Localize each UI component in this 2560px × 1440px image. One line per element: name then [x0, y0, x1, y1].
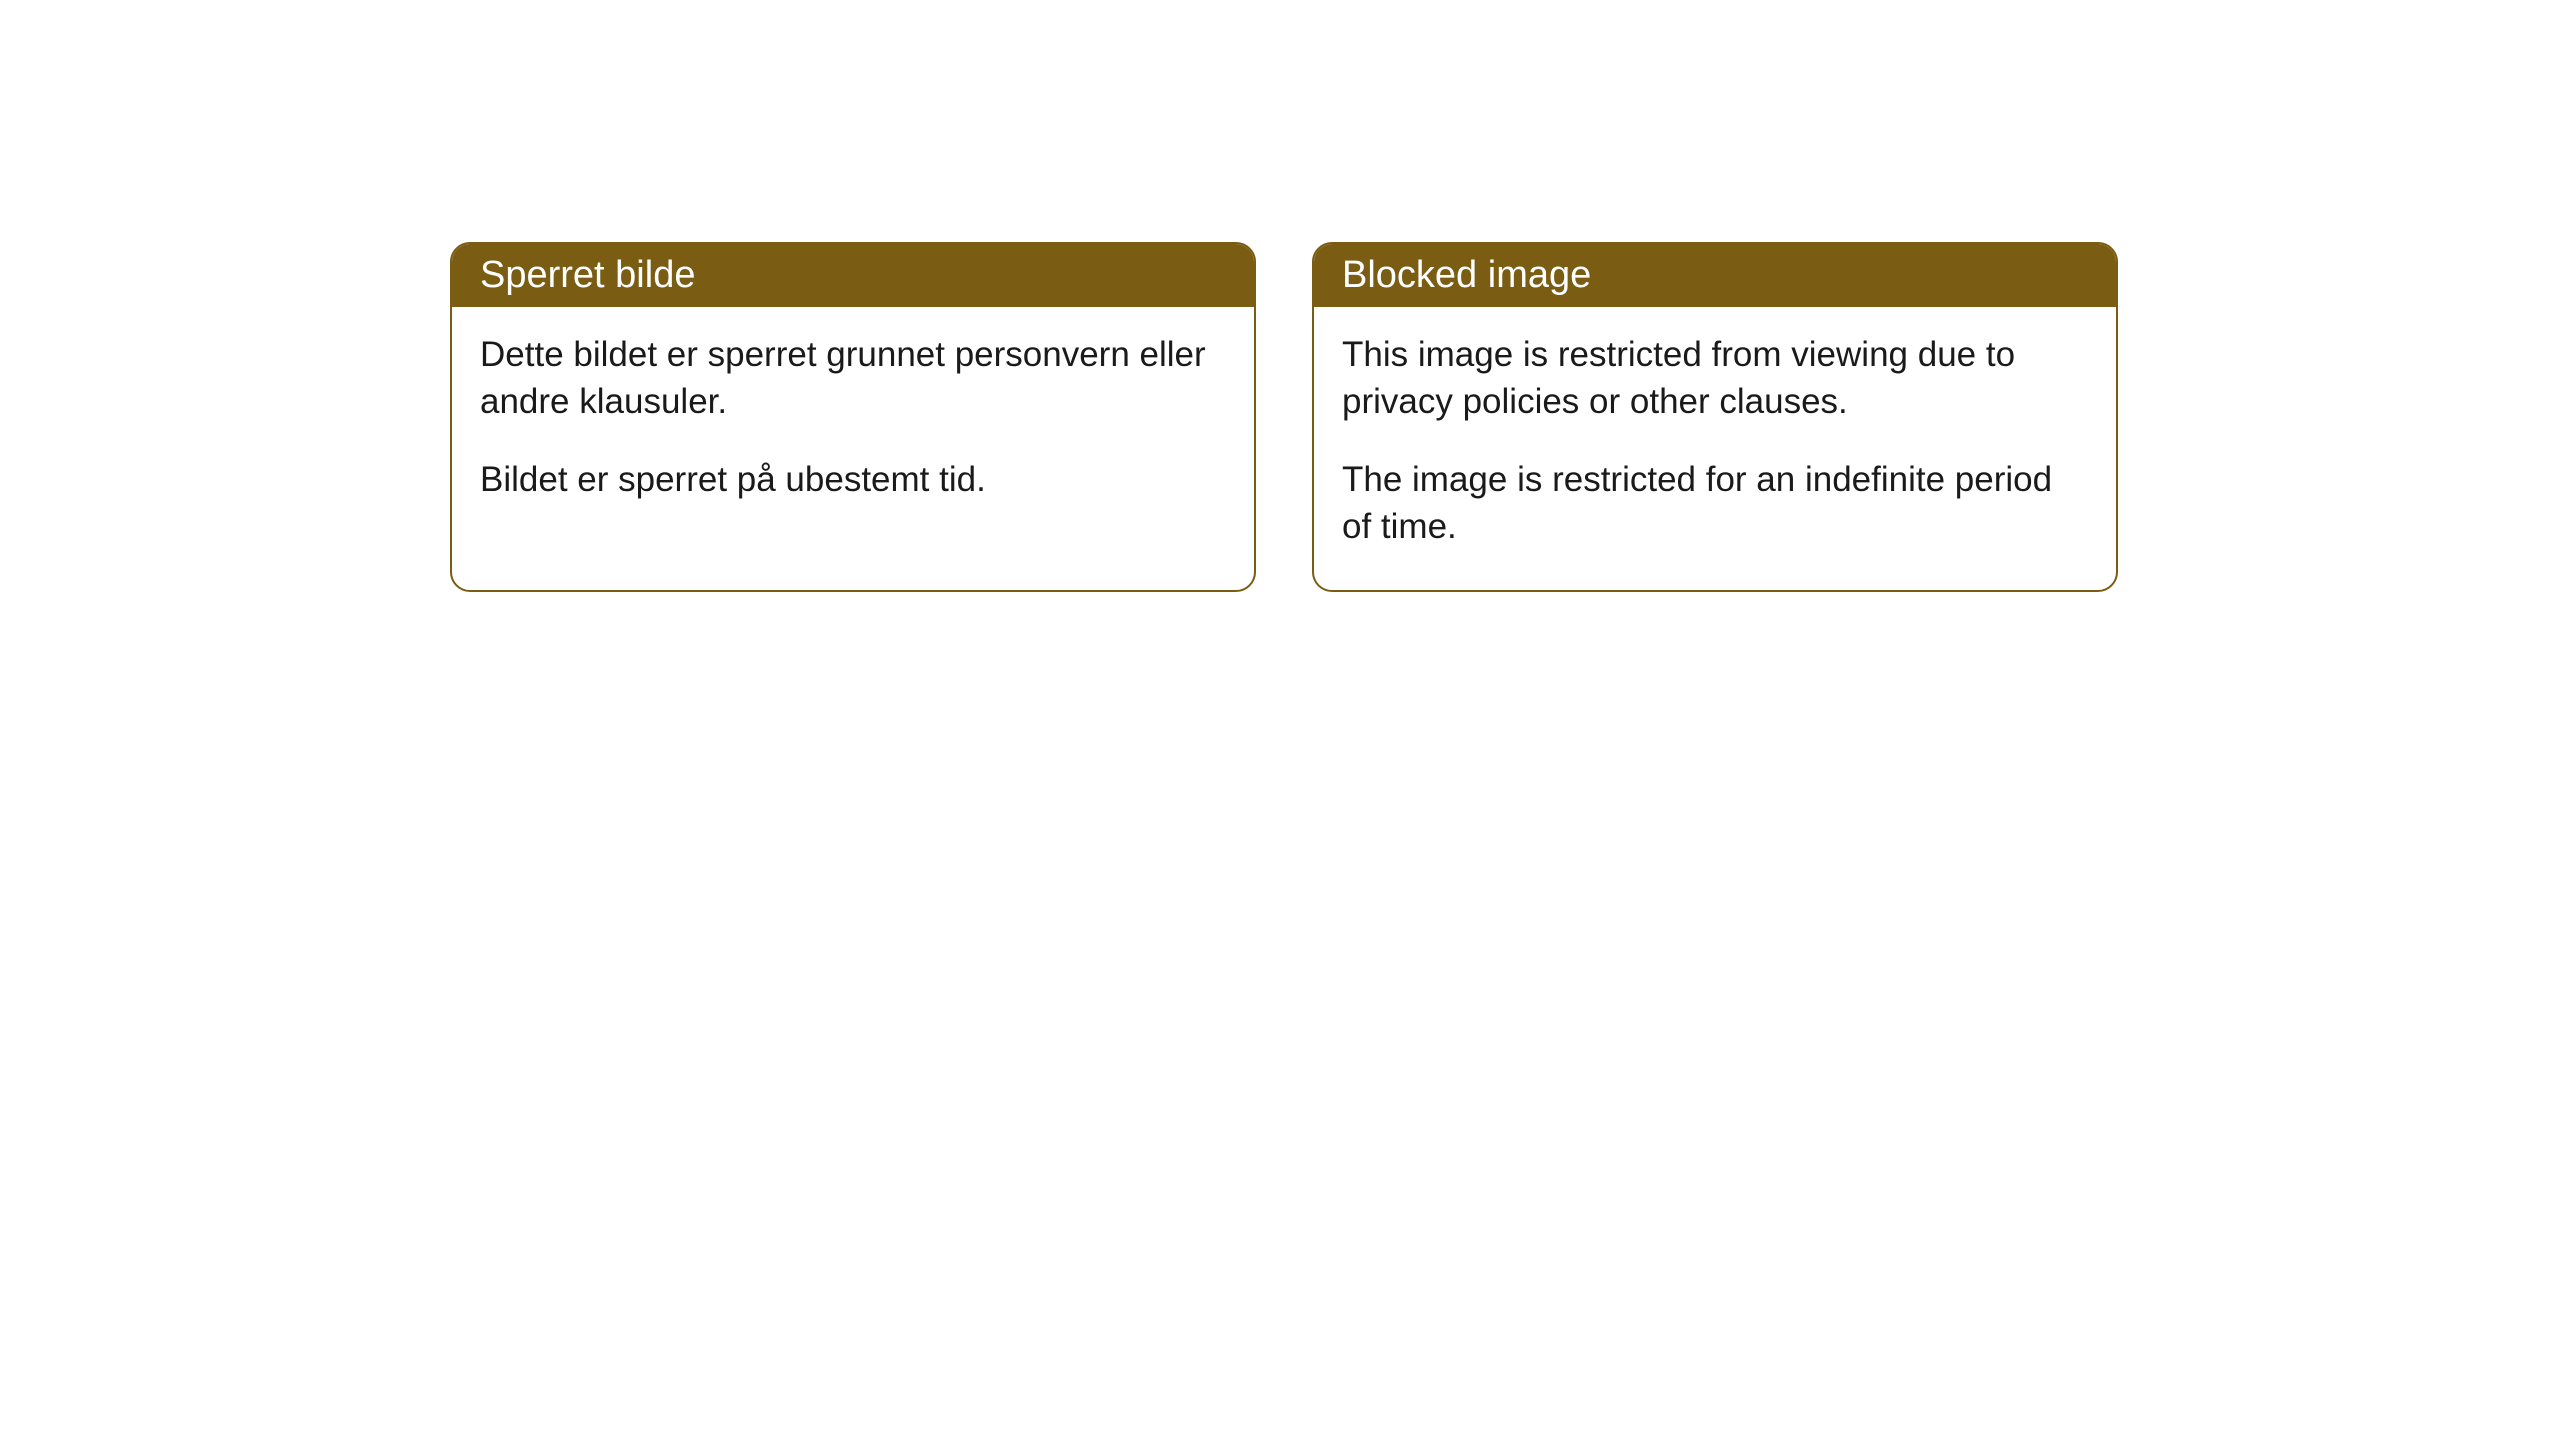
card-header: Sperret bilde — [452, 244, 1254, 307]
notice-card-norwegian: Sperret bilde Dette bildet er sperret gr… — [450, 242, 1256, 592]
card-paragraph: The image is restricted for an indefinit… — [1342, 456, 2088, 551]
notice-cards-container: Sperret bilde Dette bildet er sperret gr… — [450, 242, 2118, 592]
card-paragraph: Dette bildet er sperret grunnet personve… — [480, 331, 1226, 426]
card-paragraph: This image is restricted from viewing du… — [1342, 331, 2088, 426]
card-header: Blocked image — [1314, 244, 2116, 307]
card-body: This image is restricted from viewing du… — [1314, 307, 2116, 590]
card-body: Dette bildet er sperret grunnet personve… — [452, 307, 1254, 543]
card-title: Blocked image — [1342, 254, 1591, 296]
card-title: Sperret bilde — [480, 254, 695, 296]
notice-card-english: Blocked image This image is restricted f… — [1312, 242, 2118, 592]
card-paragraph: Bildet er sperret på ubestemt tid. — [480, 456, 1226, 503]
